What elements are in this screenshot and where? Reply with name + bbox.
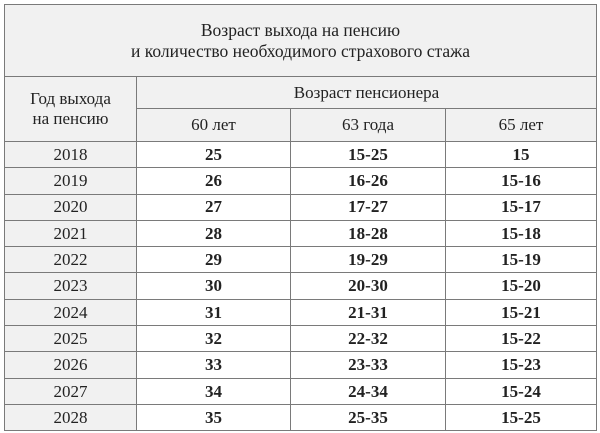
table-row: 2023 30 20-30 15-20 [4, 272, 597, 300]
value-cell: 22-32 [290, 325, 446, 353]
value-cell: 32 [136, 325, 291, 353]
year-header-line-1: Год выхода [30, 89, 111, 109]
value-cell: 18-28 [290, 219, 446, 248]
value-cell: 28 [136, 219, 291, 248]
value-cell: 25-35 [290, 403, 446, 432]
title-line-2: и количество необходимого страхового ста… [130, 40, 471, 61]
value-cell: 34 [136, 377, 291, 405]
value-cell: 20-30 [290, 272, 446, 300]
table-row: 2018 25 15-25 15 [4, 140, 597, 169]
column-header: 60 лет [136, 108, 291, 142]
year-cell: 2024 [4, 298, 137, 327]
title-line-1: Возраст выхода на пенсию [200, 20, 401, 41]
year-cell: 2018 [4, 140, 137, 169]
table-row: 2020 27 17-27 15-17 [4, 193, 597, 221]
year-cell: 2026 [4, 351, 137, 379]
pension-table: Возраст выхода на пенсию и количество не… [4, 4, 597, 432]
value-cell: 27 [136, 193, 291, 221]
value-cell: 21-31 [290, 298, 446, 327]
age-group-header: Возраст пенсионера [136, 76, 597, 109]
year-cell: 2019 [4, 167, 137, 195]
value-cell: 31 [136, 298, 291, 327]
year-cell: 2023 [4, 272, 137, 300]
table-row: 2025 32 22-32 15-22 [4, 325, 597, 353]
value-cell: 25 [136, 140, 291, 169]
value-cell: 24-34 [290, 377, 446, 405]
table-row: 2019 26 16-26 15-16 [4, 167, 597, 195]
value-cell: 15-16 [445, 167, 597, 195]
column-header: 65 лет [445, 108, 597, 142]
value-cell: 15-20 [445, 272, 597, 300]
value-cell: 15-24 [445, 377, 597, 405]
value-cell: 15-23 [445, 351, 597, 379]
value-cell: 16-26 [290, 167, 446, 195]
value-cell: 17-27 [290, 193, 446, 221]
table-row: 2027 34 24-34 15-24 [4, 377, 597, 405]
value-cell: 30 [136, 272, 291, 300]
year-cell: 2027 [4, 377, 137, 405]
value-cell: 15 [445, 140, 597, 169]
value-cell: 23-33 [290, 351, 446, 379]
year-header: Год выхода на пенсию [4, 76, 137, 142]
year-cell: 2025 [4, 325, 137, 353]
value-cell: 15-19 [445, 246, 597, 274]
column-header: 63 года [290, 108, 446, 142]
table-row: 2026 33 23-33 15-23 [4, 351, 597, 379]
year-header-line-2: на пенсию [32, 109, 109, 128]
table-row: 2024 31 21-31 15-21 [4, 298, 597, 327]
value-cell: 15-21 [445, 298, 597, 327]
table-title: Возраст выхода на пенсию и количество не… [4, 4, 597, 77]
year-cell: 2020 [4, 193, 137, 221]
table-row: 2022 29 19-29 15-19 [4, 246, 597, 274]
value-cell: 29 [136, 246, 291, 274]
year-cell: 2021 [4, 219, 137, 248]
value-cell: 15-25 [290, 140, 446, 169]
value-cell: 26 [136, 167, 291, 195]
value-cell: 15-18 [445, 219, 597, 248]
value-cell: 15-22 [445, 325, 597, 353]
table-row: 2021 28 18-28 15-18 [4, 219, 597, 248]
value-cell: 19-29 [290, 246, 446, 274]
table-row: 2028 35 25-35 15-25 [4, 403, 597, 432]
value-cell: 15-25 [445, 403, 597, 432]
value-cell: 15-17 [445, 193, 597, 221]
year-cell: 2028 [4, 403, 137, 432]
value-cell: 35 [136, 403, 291, 432]
year-cell: 2022 [4, 246, 137, 274]
value-cell: 33 [136, 351, 291, 379]
